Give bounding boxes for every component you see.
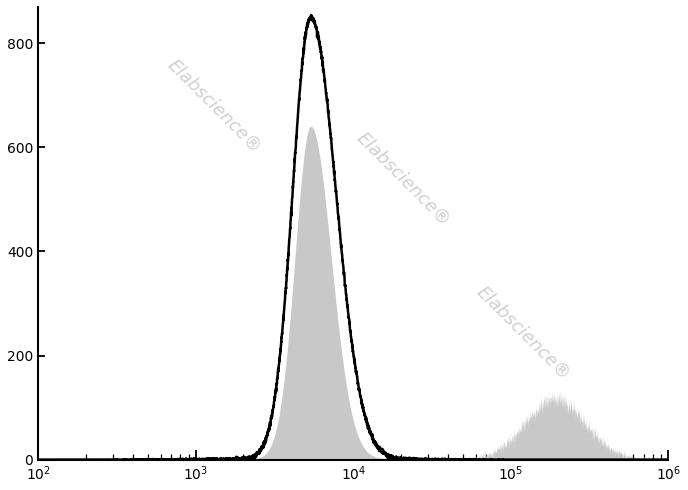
Text: Elabscience®: Elabscience® xyxy=(473,282,574,383)
Text: Elabscience®: Elabscience® xyxy=(354,128,454,229)
Text: Elabscience®: Elabscience® xyxy=(164,56,265,157)
